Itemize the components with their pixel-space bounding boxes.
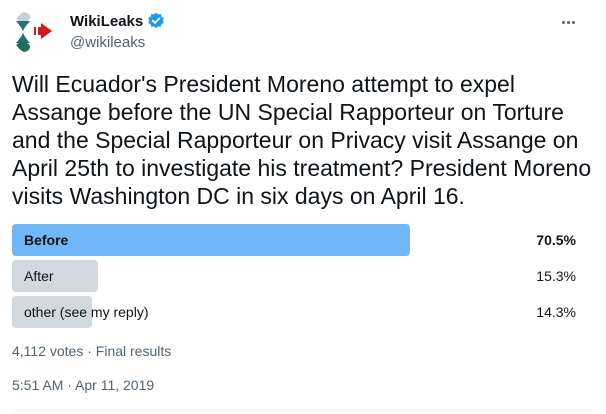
poll-option-label: other (see my reply) — [24, 304, 149, 320]
tweet-timestamp[interactable]: 5:51 AM · Apr 11, 2019 — [12, 377, 155, 393]
more-options-icon[interactable] — [556, 12, 580, 32]
avatar[interactable] — [12, 9, 58, 55]
handle[interactable]: @wikileaks — [70, 34, 146, 51]
poll-bar — [12, 224, 410, 256]
poll-option-percent: 70.5% — [536, 232, 576, 248]
poll-option-percent: 14.3% — [536, 304, 576, 320]
author-name-row[interactable]: WikiLeaks — [70, 12, 165, 30]
divider — [12, 410, 592, 411]
poll-summary: 4,112 votes · Final results — [12, 343, 172, 359]
poll-option-other: other (see my reply) 14.3% — [12, 296, 582, 328]
tweet-text: Will Ecuador's President Moreno attempt … — [12, 71, 592, 209]
poll-option-label: After — [24, 268, 54, 284]
poll-option-percent: 15.3% — [536, 268, 576, 284]
poll: Before 70.5% After 15.3% other (see my r… — [12, 224, 582, 332]
wikileaks-hourglass-logo-icon — [16, 12, 52, 52]
poll-option-before: Before 70.5% — [12, 224, 582, 256]
display-name[interactable]: WikiLeaks — [70, 12, 144, 30]
poll-option-label: Before — [24, 232, 69, 248]
verified-badge-icon — [147, 12, 165, 30]
poll-option-after: After 15.3% — [12, 260, 582, 292]
poll-bar — [12, 296, 92, 328]
poll-bar — [12, 260, 98, 292]
